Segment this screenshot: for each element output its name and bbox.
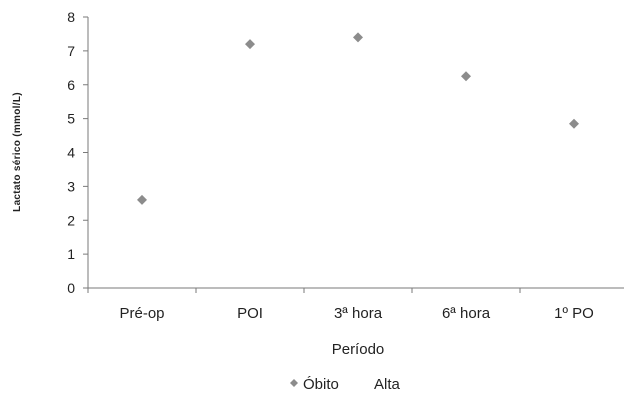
x-tick-label: Pré-op bbox=[119, 305, 164, 322]
legend-label-alta: Alta bbox=[374, 376, 401, 393]
y-axis-title: Lactato sérico (mmol/L) bbox=[12, 92, 23, 212]
x-tick-label: 3ª hora bbox=[334, 305, 383, 322]
x-axis-title: Período bbox=[332, 341, 385, 358]
y-tick-label: 2 bbox=[67, 212, 75, 228]
data-point-óbito-0 bbox=[137, 194, 147, 205]
y-tick-label: 8 bbox=[67, 9, 75, 25]
data-point-óbito-2 bbox=[353, 32, 363, 43]
legend-marker-obito bbox=[290, 379, 298, 387]
x-axis-ticks: Pré-op POI 3ª hora 6ª hora 1º PO bbox=[87, 288, 594, 322]
y-tick-label: 7 bbox=[67, 43, 75, 59]
data-point-óbito-1 bbox=[245, 39, 255, 50]
legend: Óbito Alta bbox=[290, 376, 401, 393]
y-tick-label: 3 bbox=[67, 178, 75, 194]
y-axis-ticks: 0 1 2 3 4 5 6 7 8 bbox=[67, 9, 88, 296]
y-tick-label: 6 bbox=[67, 77, 75, 93]
legend-label-obito: Óbito bbox=[303, 376, 339, 393]
data-point-óbito-4 bbox=[569, 118, 579, 129]
y-tick-label: 0 bbox=[67, 280, 75, 296]
x-tick-label: POI bbox=[237, 305, 263, 322]
y-tick-label: 5 bbox=[67, 111, 75, 127]
y-tick-label: 4 bbox=[67, 145, 75, 161]
x-tick-label: 1º PO bbox=[554, 305, 594, 322]
data-point-óbito-3 bbox=[461, 71, 471, 82]
x-tick-label: 6ª hora bbox=[442, 305, 491, 322]
y-tick-label: 1 bbox=[67, 246, 75, 262]
data-points bbox=[137, 32, 579, 205]
